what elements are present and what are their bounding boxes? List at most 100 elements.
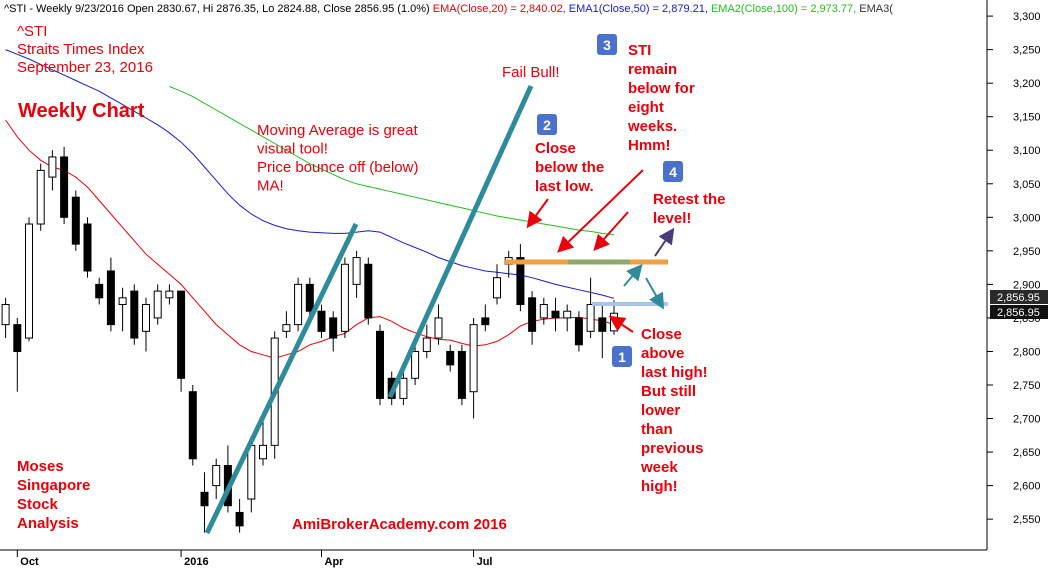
annotation: AmiBrokerAcademy.com 2016 bbox=[292, 516, 507, 533]
header-segment: EMA1(Close,50) = 2,879.21, bbox=[569, 3, 711, 15]
header-segment: ^STI - Weekly 9/23/2016 Open 2830.67, Hi… bbox=[4, 3, 433, 15]
annotation: Stock bbox=[17, 496, 59, 513]
annotation: lower bbox=[641, 402, 680, 419]
badge bbox=[612, 346, 632, 367]
candle-body bbox=[446, 350, 455, 366]
arrow bbox=[608, 315, 634, 333]
candle-body bbox=[71, 196, 80, 245]
arrow bbox=[526, 198, 549, 229]
candle-body bbox=[317, 310, 326, 332]
annotation: Hmm! bbox=[628, 137, 671, 154]
annotation: Analysis bbox=[17, 515, 79, 532]
badge-label: 1 bbox=[618, 349, 626, 365]
annotation: Price bounce off (below) bbox=[257, 159, 418, 176]
candle-body bbox=[130, 290, 139, 339]
annotation: Weekly Chart bbox=[18, 100, 145, 122]
candle-body bbox=[153, 290, 162, 319]
candle-body bbox=[142, 304, 150, 332]
y-tick-label: 3,050 bbox=[1013, 179, 1041, 191]
candle-body bbox=[95, 283, 104, 299]
candle-body bbox=[434, 317, 443, 339]
x-tick-label: Apr bbox=[325, 556, 345, 568]
candle-body bbox=[13, 324, 22, 352]
annotation: remain bbox=[628, 61, 677, 78]
candle-body bbox=[247, 444, 256, 500]
y-tick-label: 2,750 bbox=[1013, 380, 1041, 392]
candle-body bbox=[259, 444, 267, 460]
candle-body bbox=[516, 257, 525, 306]
y-tick-label: 2,550 bbox=[1013, 514, 1041, 526]
annotation: below for bbox=[628, 80, 695, 97]
badge bbox=[597, 34, 617, 55]
plot-area bbox=[1, 49, 618, 533]
trend-line bbox=[204, 222, 359, 535]
y-tick-label: 2,800 bbox=[1013, 346, 1041, 358]
badge-label: 2 bbox=[543, 117, 551, 133]
x-tick-label: Oct bbox=[20, 556, 39, 568]
y-tick-label: 3,150 bbox=[1013, 112, 1041, 124]
candle-body bbox=[352, 257, 361, 285]
annotation: eight bbox=[628, 99, 664, 116]
header-segment: EMA(Close,20) = 2,840.02, bbox=[433, 3, 569, 15]
candle-body bbox=[235, 511, 244, 527]
annotation: than bbox=[641, 421, 673, 438]
annotation: weeks. bbox=[627, 118, 677, 135]
candle-body bbox=[586, 304, 595, 332]
candle-body bbox=[305, 283, 314, 312]
ema-line bbox=[5, 119, 615, 359]
annotation: previous bbox=[641, 440, 704, 457]
y-tick-label: 2,700 bbox=[1013, 414, 1041, 426]
annotation: Close bbox=[641, 326, 682, 343]
candle-body bbox=[422, 337, 431, 352]
annotation: level! bbox=[653, 210, 691, 227]
header-segment: EMA2(Close,100) = 2,973.77, bbox=[711, 3, 859, 15]
candle-body bbox=[118, 297, 127, 306]
annotation: last low. bbox=[535, 178, 594, 195]
y-tick-label: 3,000 bbox=[1013, 212, 1041, 224]
candle-body bbox=[188, 391, 197, 460]
arrow bbox=[623, 263, 643, 287]
badge bbox=[537, 114, 557, 135]
ema-line bbox=[5, 49, 615, 299]
annotation: Fail Bull! bbox=[502, 64, 560, 81]
y-tick-label: 2,900 bbox=[1013, 279, 1041, 291]
annotation: below the bbox=[535, 159, 604, 176]
candle-body bbox=[493, 277, 501, 299]
x-tick-label: 2016 bbox=[184, 556, 208, 568]
annotation: Straits Times Index bbox=[17, 41, 145, 58]
candle-body bbox=[457, 350, 466, 399]
annotation: September 23, 2016 bbox=[17, 59, 153, 76]
candle-body bbox=[294, 283, 303, 326]
candle-body bbox=[528, 297, 537, 332]
candle-body bbox=[411, 350, 420, 379]
annotation: ^STI bbox=[17, 23, 47, 40]
annotation: Retest the bbox=[653, 191, 726, 208]
annotation: STI bbox=[628, 42, 651, 59]
annotation: visual tool! bbox=[257, 141, 328, 158]
y-tick-label: 3,200 bbox=[1013, 78, 1041, 90]
candle-body bbox=[36, 169, 45, 225]
arrow bbox=[557, 169, 644, 253]
candle-body bbox=[598, 317, 607, 332]
candle-body bbox=[83, 223, 92, 272]
chart-header: ^STI - Weekly 9/23/2016 Open 2830.67, Hi… bbox=[4, 3, 893, 15]
x-tick-label: Jul bbox=[477, 556, 493, 568]
candle-body bbox=[340, 263, 349, 332]
candle-body bbox=[1, 304, 10, 326]
annotation: above bbox=[641, 345, 684, 362]
header-segment: EMA3( bbox=[859, 3, 893, 15]
candle-body bbox=[48, 156, 57, 178]
candle-body bbox=[60, 156, 69, 218]
candle-body bbox=[165, 290, 174, 299]
candle-body bbox=[200, 491, 209, 507]
trend-line bbox=[387, 84, 534, 399]
arrow bbox=[593, 211, 629, 251]
annotation: Singapore bbox=[17, 477, 90, 494]
price-label-box bbox=[990, 290, 1048, 304]
candle-body bbox=[469, 324, 478, 393]
price-label: 2,856.95 bbox=[997, 307, 1040, 319]
badge-label: 3 bbox=[603, 37, 611, 53]
y-tick-label: 3,100 bbox=[1013, 145, 1041, 157]
